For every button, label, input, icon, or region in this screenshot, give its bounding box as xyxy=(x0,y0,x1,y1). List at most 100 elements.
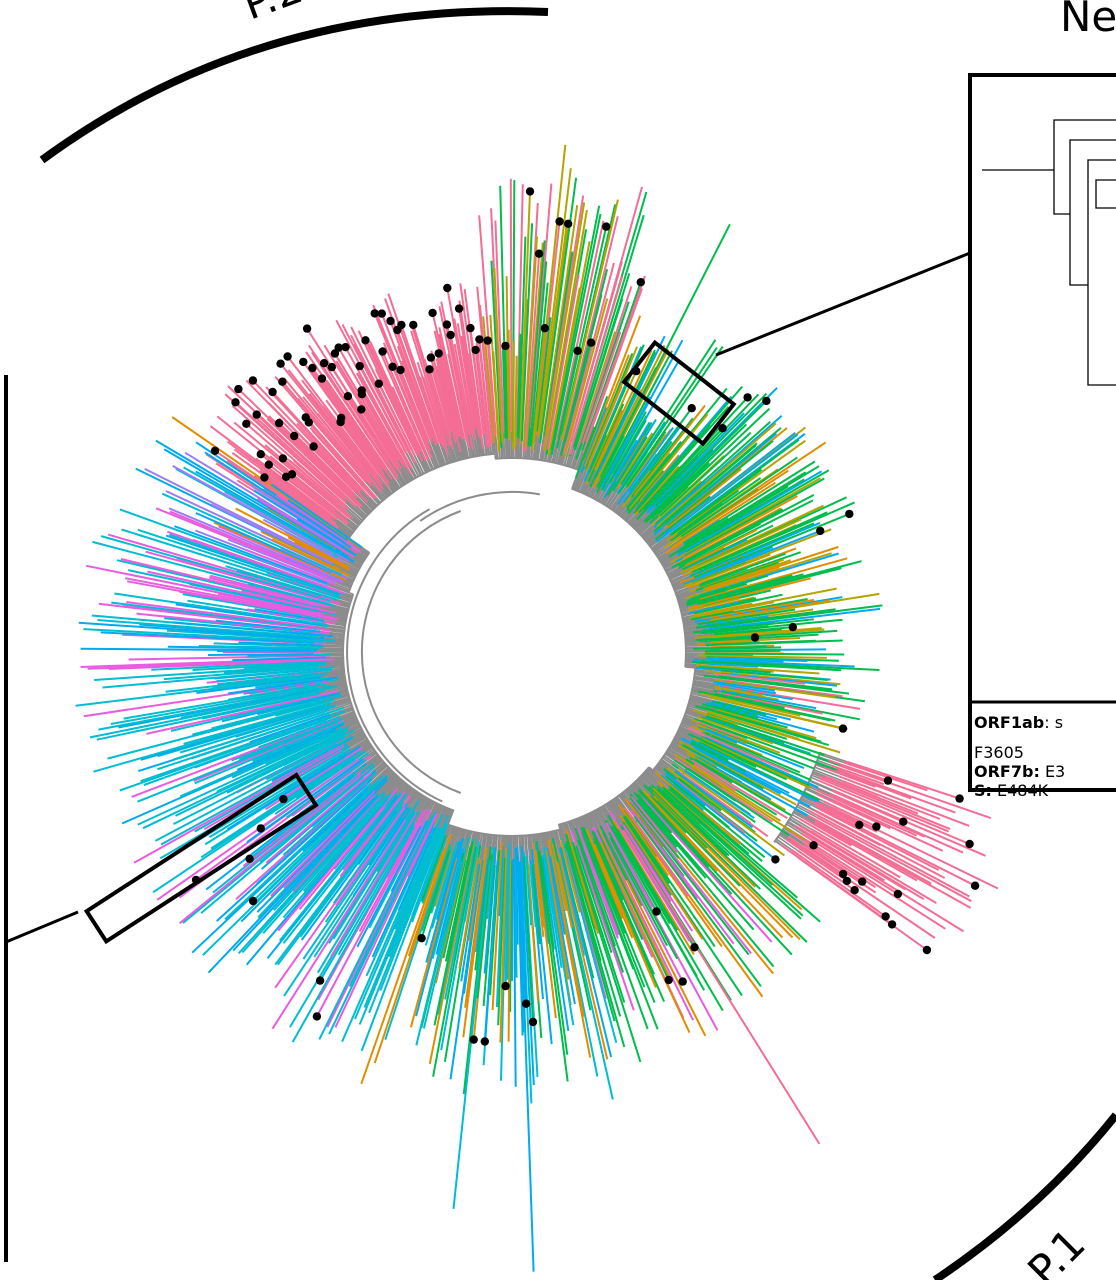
sample-dot xyxy=(358,386,366,394)
sample-dot xyxy=(665,976,673,984)
internal-branch xyxy=(489,448,490,454)
sample-dot xyxy=(965,840,973,848)
sample-dot xyxy=(751,633,759,641)
internal-branch xyxy=(518,439,519,458)
sample-dot xyxy=(526,187,534,195)
sample-dot xyxy=(299,358,307,366)
sample-dot xyxy=(888,920,896,928)
sample-dot xyxy=(564,220,572,228)
sample-dot xyxy=(446,331,454,339)
sample-dot xyxy=(388,363,396,371)
mutation-line: S: E484K xyxy=(974,781,1065,800)
sample-dot xyxy=(309,442,317,450)
sample-dot xyxy=(268,388,276,396)
sample-dot xyxy=(522,1000,530,1008)
sample-dot xyxy=(308,364,316,372)
sample-dot xyxy=(378,347,386,355)
sample-dot xyxy=(690,943,698,951)
sample-dot xyxy=(501,342,509,350)
internal-branch xyxy=(521,836,522,846)
sample-dot xyxy=(279,454,287,462)
inset-mutation-list: ORF1ab: s F3605 ORF7b: E3 S: E484K xyxy=(974,713,1065,800)
sample-dot xyxy=(894,890,902,898)
sample-dot xyxy=(328,363,336,371)
sample-dot xyxy=(455,304,463,312)
sample-dot xyxy=(899,818,907,826)
internal-branch xyxy=(502,443,503,459)
sample-dot xyxy=(435,349,443,357)
sample-dot xyxy=(555,217,563,225)
internal-branch xyxy=(529,446,530,459)
sample-dot xyxy=(290,432,298,440)
sample-dot xyxy=(288,470,296,478)
tip-branch xyxy=(705,654,844,655)
sample-dot xyxy=(320,359,328,367)
sample-dot xyxy=(602,222,610,230)
sample-dot xyxy=(529,1018,537,1026)
internal-branch xyxy=(322,645,343,646)
sample-dot xyxy=(466,324,474,332)
sample-dot xyxy=(231,398,239,406)
sample-dot xyxy=(375,380,383,388)
internal-branch xyxy=(333,636,343,637)
sample-dot xyxy=(471,346,479,354)
sample-dot xyxy=(679,977,687,985)
internal-branch xyxy=(326,657,343,658)
sample-dot xyxy=(481,1037,489,1045)
internal-branch xyxy=(532,450,533,459)
internal-branch xyxy=(321,648,344,649)
sample-dot xyxy=(762,397,770,405)
sample-dot xyxy=(275,419,283,427)
inset-panel-frame xyxy=(970,75,1116,790)
sample-dot xyxy=(211,447,219,455)
sample-dot xyxy=(344,392,352,400)
sample-dot xyxy=(303,324,311,332)
sample-dot xyxy=(884,776,892,784)
sample-dot xyxy=(283,352,291,360)
inset-title: Ne xyxy=(1060,0,1116,41)
sample-dot xyxy=(425,365,433,373)
sample-dot xyxy=(341,343,349,351)
sample-dot xyxy=(850,886,858,894)
sample-dot xyxy=(484,336,492,344)
sample-dot xyxy=(427,353,435,361)
sample-dot xyxy=(265,461,273,469)
internal-branch xyxy=(519,836,520,861)
sample-dot xyxy=(257,450,265,458)
tip-branch xyxy=(515,356,516,447)
sample-dot xyxy=(417,934,425,942)
sample-dot xyxy=(234,385,242,393)
internal-arc xyxy=(420,492,540,521)
internal-branch xyxy=(525,450,526,458)
mutation-line: F3605 xyxy=(974,743,1065,762)
sample-dot xyxy=(587,339,595,347)
sample-dot xyxy=(843,877,851,885)
internal-branch xyxy=(504,432,505,458)
sample-dot xyxy=(337,414,345,422)
tip-branch xyxy=(208,654,313,655)
sample-dot xyxy=(955,794,963,802)
sample-dot xyxy=(242,420,250,428)
sample-dot xyxy=(923,946,931,954)
sample-dot xyxy=(397,321,405,329)
sample-dot xyxy=(318,374,326,382)
sample-dot xyxy=(409,321,417,329)
sample-dot xyxy=(302,413,310,421)
sample-dot xyxy=(470,1035,478,1043)
mutation-line: ORF7b: E3 xyxy=(974,762,1065,781)
p1-clade-label: P.1 xyxy=(1018,1219,1094,1280)
sample-dot xyxy=(396,366,404,374)
sample-dot xyxy=(279,795,287,803)
left-inset-connector xyxy=(6,912,78,942)
upper-inset-connector xyxy=(716,253,970,355)
sample-dot xyxy=(535,250,543,258)
sample-dot xyxy=(743,393,751,401)
sample-dot xyxy=(771,855,779,863)
sample-dot xyxy=(809,841,817,849)
sample-dot xyxy=(257,824,265,832)
p2-clade-label: P.2 xyxy=(237,0,309,29)
tip-branch xyxy=(511,179,512,432)
sample-dot xyxy=(378,309,386,317)
sample-dot xyxy=(855,821,863,829)
sample-dot xyxy=(249,897,257,905)
